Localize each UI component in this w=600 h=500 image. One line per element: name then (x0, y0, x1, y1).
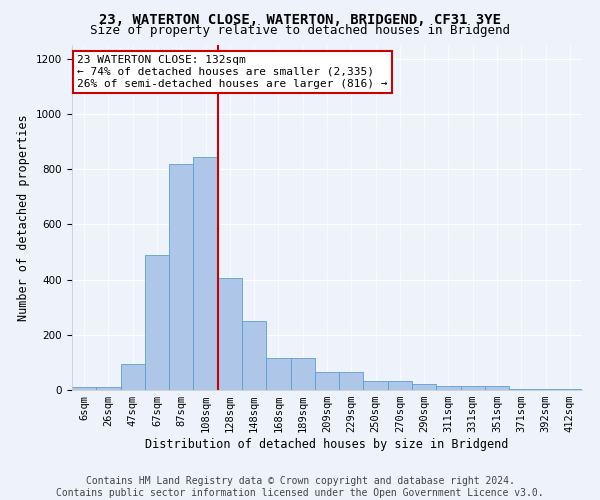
Bar (485, 386, 509, 390)
Bar (339, 372, 364, 390)
Bar (315, 372, 339, 390)
Bar (388, 381, 412, 390)
Bar (72, 387, 96, 390)
X-axis label: Distribution of detached houses by size in Bridgend: Distribution of detached houses by size … (145, 438, 509, 451)
Text: Size of property relative to detached houses in Bridgend: Size of property relative to detached ho… (90, 24, 510, 37)
Bar (193, 157, 218, 390)
Text: 23, WATERTON CLOSE, WATERTON, BRIDGEND, CF31 3YE: 23, WATERTON CLOSE, WATERTON, BRIDGEND, … (99, 12, 501, 26)
Bar (364, 381, 388, 390)
Bar (121, 364, 145, 390)
Bar (461, 386, 485, 390)
Y-axis label: Number of detached properties: Number of detached properties (17, 114, 31, 321)
Bar (558, 388, 582, 390)
Bar (96, 386, 121, 390)
Bar (509, 388, 533, 390)
Bar (412, 384, 436, 390)
Text: 23 WATERTON CLOSE: 132sqm
← 74% of detached houses are smaller (2,335)
26% of se: 23 WATERTON CLOSE: 132sqm ← 74% of detac… (77, 56, 388, 88)
Bar (290, 358, 315, 390)
Bar (266, 358, 290, 390)
Bar (218, 278, 242, 390)
Bar (436, 386, 461, 390)
Bar (169, 164, 193, 390)
Text: Contains HM Land Registry data © Crown copyright and database right 2024.
Contai: Contains HM Land Registry data © Crown c… (56, 476, 544, 498)
Bar (242, 321, 266, 390)
Bar (145, 255, 169, 390)
